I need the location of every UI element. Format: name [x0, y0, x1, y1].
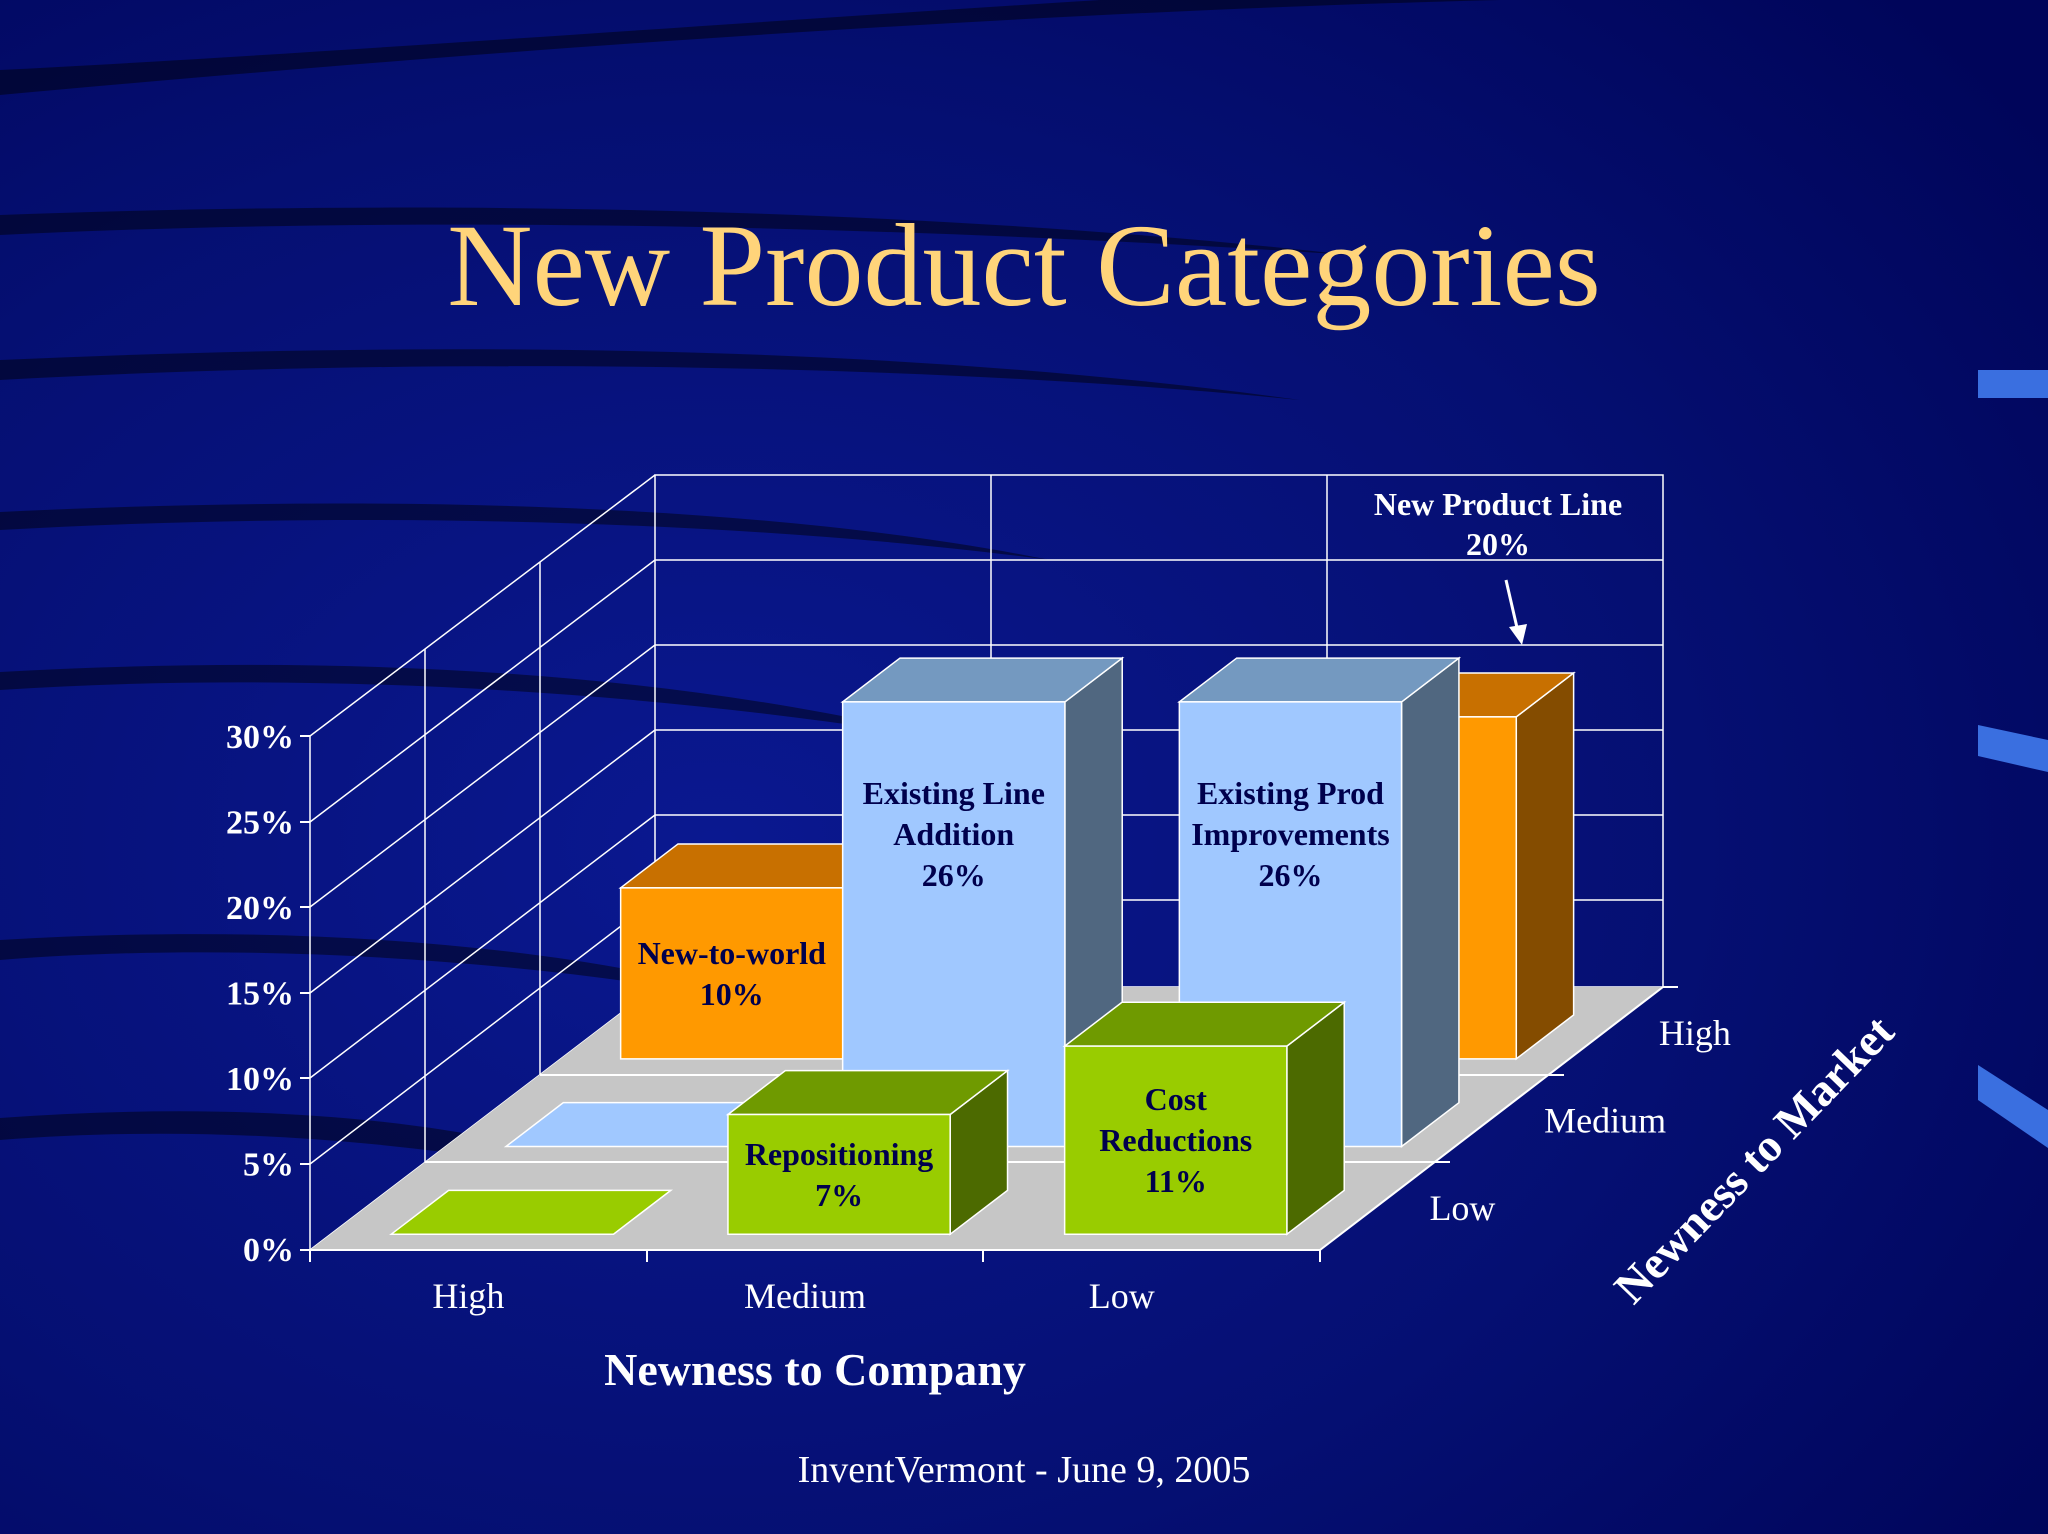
y-tick-label: 0% [243, 1232, 294, 1269]
bar-front-face [1063, 1045, 1288, 1235]
bar-side-face [1515, 671, 1575, 1061]
bar-label-line: Improvements [1191, 816, 1390, 852]
callout-line-2: 20% [1466, 526, 1530, 562]
y-tick-label: 20% [226, 890, 294, 927]
bar-high-company-low-market [389, 1189, 674, 1235]
bar-label-line: 7% [815, 1177, 863, 1213]
bar-low-company-low-market: Cost Reductions 11% [1062, 1000, 1347, 1236]
y-tick-label: 30% [226, 719, 294, 756]
company-axis-title: Newness to Company [604, 1344, 1026, 1395]
bar-label-line: Existing Prod [1197, 775, 1384, 811]
bar-label-line: Reductions [1099, 1122, 1252, 1158]
bars-layer: New-to-world 10% Existing Line Addition 26% E… [389, 656, 1576, 1236]
slide-title: New Product Categories [447, 200, 1601, 331]
y-tick-label: 10% [226, 1061, 294, 1098]
bar-floor-tile [389, 1189, 674, 1235]
callout-arrow [1504, 579, 1520, 633]
market-category-label: Medium [1544, 1100, 1666, 1140]
market-category-label: High [1659, 1013, 1731, 1053]
market-category-label: Low [1429, 1188, 1495, 1228]
bar-label-line: 11% [1145, 1163, 1207, 1199]
y-tick-label: 5% [243, 1147, 294, 1184]
bar-label-line: Repositioning [745, 1136, 933, 1172]
callout-line-1: New Product Line [1374, 486, 1622, 522]
bar-label-line: Cost [1145, 1081, 1208, 1117]
bar-label-line: Addition [893, 816, 1014, 852]
bar-front-face [619, 887, 844, 1060]
y-axis-labels: 0% 5% 10% 15% 20% 25% 30% [226, 719, 294, 1269]
callout-arrowhead [1509, 624, 1527, 645]
right-edge-decorations [1978, 370, 2048, 1148]
bar-label-line: Existing Line [863, 775, 1045, 811]
y-tick-label: 15% [226, 976, 294, 1013]
bar-label-line: 26% [1258, 857, 1322, 893]
slide-footer: InventVermont - June 9, 2005 [798, 1449, 1251, 1491]
company-axis-labels: High Medium Low [432, 1276, 1154, 1316]
market-axis-labels: Low Medium High [1429, 1013, 1730, 1228]
company-category-label: Medium [744, 1276, 866, 1316]
bar-label-line: 26% [922, 857, 986, 893]
bar-label-line: New-to-world [638, 935, 827, 971]
bar-front-face [727, 1113, 951, 1235]
y-tick-label: 25% [226, 805, 294, 842]
bar-side-face [1400, 656, 1460, 1149]
axis-ticks [300, 735, 1678, 1262]
company-category-label: High [432, 1276, 504, 1316]
company-category-label: Low [1089, 1276, 1155, 1316]
callout: New Product Line 20% [1374, 486, 1622, 645]
bar-label-line: 10% [700, 976, 764, 1012]
bar-medium-company-low-market: Repositioning 7% [725, 1069, 1010, 1236]
